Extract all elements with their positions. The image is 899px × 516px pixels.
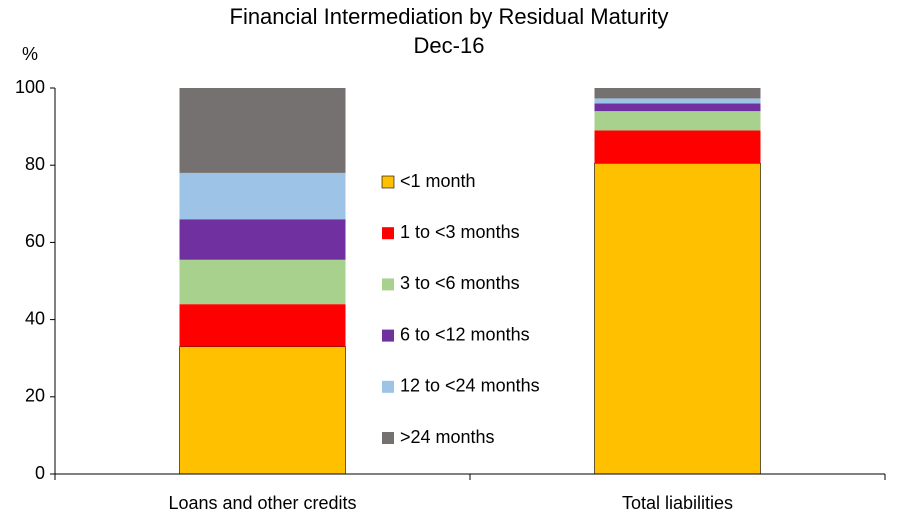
legend-label: <1 month bbox=[400, 171, 476, 191]
chart-title: Financial Intermediation by Residual Mat… bbox=[230, 4, 669, 29]
bar-segment bbox=[594, 98, 761, 104]
bar-segment bbox=[179, 172, 346, 220]
legend-swatch bbox=[381, 175, 395, 189]
x-tick-label: Loans and other credits bbox=[168, 493, 356, 513]
bar-segment bbox=[179, 259, 346, 305]
bar-segment bbox=[179, 219, 346, 260]
bar-segment bbox=[179, 346, 346, 475]
y-tick-label: 100 bbox=[15, 77, 45, 97]
legend-label: 3 to <6 months bbox=[400, 273, 520, 293]
y-tick-label: 80 bbox=[25, 154, 45, 174]
bar-segment bbox=[594, 111, 761, 131]
bar-segment bbox=[594, 88, 761, 99]
y-tick-label: 0 bbox=[35, 463, 45, 483]
legend-label: 1 to <3 months bbox=[400, 222, 520, 242]
x-tick-label: Total liabilities bbox=[622, 493, 733, 513]
y-tick-label: 20 bbox=[25, 386, 45, 406]
y-tick-label: 60 bbox=[25, 231, 45, 251]
legend-swatch bbox=[382, 432, 394, 444]
legend-label: >24 months bbox=[400, 427, 495, 447]
bar-segment bbox=[179, 304, 346, 347]
legend-swatch bbox=[382, 380, 394, 393]
legend-swatch bbox=[382, 329, 394, 342]
chart-subtitle: Dec-16 bbox=[414, 33, 485, 58]
y-tick-label: 40 bbox=[25, 308, 45, 328]
bar-segment bbox=[179, 88, 346, 173]
y-axis-label: % bbox=[22, 44, 38, 64]
legend-label: 6 to <12 months bbox=[400, 324, 530, 344]
legend-swatch bbox=[382, 227, 394, 240]
legend-label: 12 to <24 months bbox=[400, 376, 540, 396]
bar-segment bbox=[594, 130, 761, 164]
bar-segment bbox=[594, 162, 761, 475]
legend-swatch bbox=[382, 278, 394, 291]
bar-segment bbox=[594, 103, 761, 112]
